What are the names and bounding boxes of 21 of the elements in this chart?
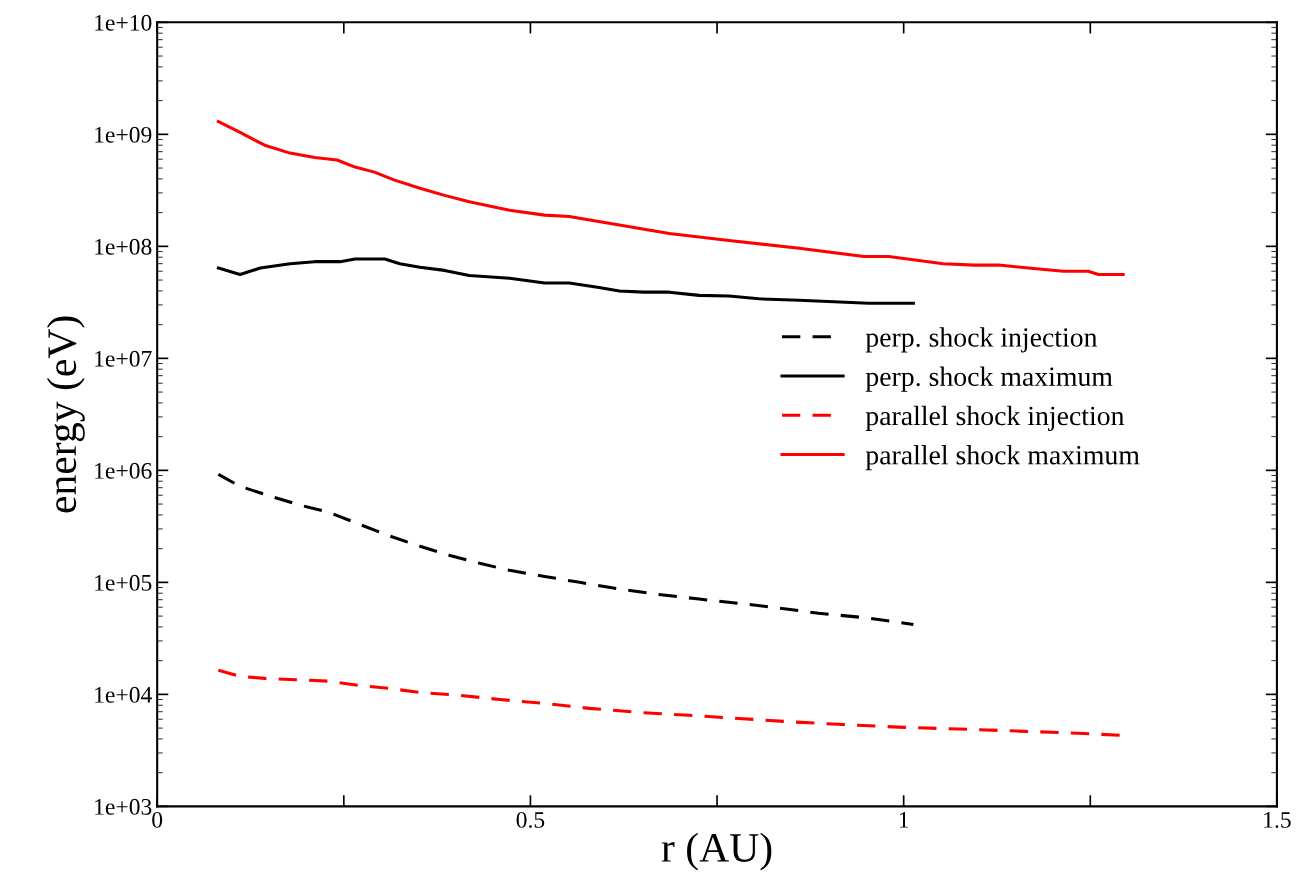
x-tick-label: 0.5 <box>516 811 545 828</box>
y-tick-label: 1e+05 <box>95 574 152 591</box>
y-tick-label: 1e+03 <box>95 798 152 815</box>
x-axis-title: r (AU) <box>661 832 772 871</box>
legend-label: perp. shock injection <box>865 327 1098 353</box>
legend-label: parallel shock maximum <box>865 445 1140 471</box>
y-tick-label: 1e+07 <box>95 350 152 367</box>
y-tick-label: 1e+04 <box>95 686 152 703</box>
legend-label: perp. shock maximum <box>865 366 1113 392</box>
y-tick-label: 1e+10 <box>95 14 152 31</box>
line-series <box>216 120 1125 277</box>
y-tick-label: 1e+08 <box>95 238 152 255</box>
x-tick-label: 0 <box>152 811 163 828</box>
y-tick-label: 1e+06 <box>95 462 152 479</box>
y-axis-title: energy (eV) <box>46 316 85 513</box>
line-series <box>216 257 915 305</box>
x-tick-label: 1 <box>899 812 909 828</box>
x-tick-label: 1.5 <box>1264 812 1291 828</box>
y-tick-label: 1e+09 <box>95 126 152 143</box>
line-series <box>216 472 915 627</box>
legend-label: parallel shock injection <box>865 405 1125 431</box>
